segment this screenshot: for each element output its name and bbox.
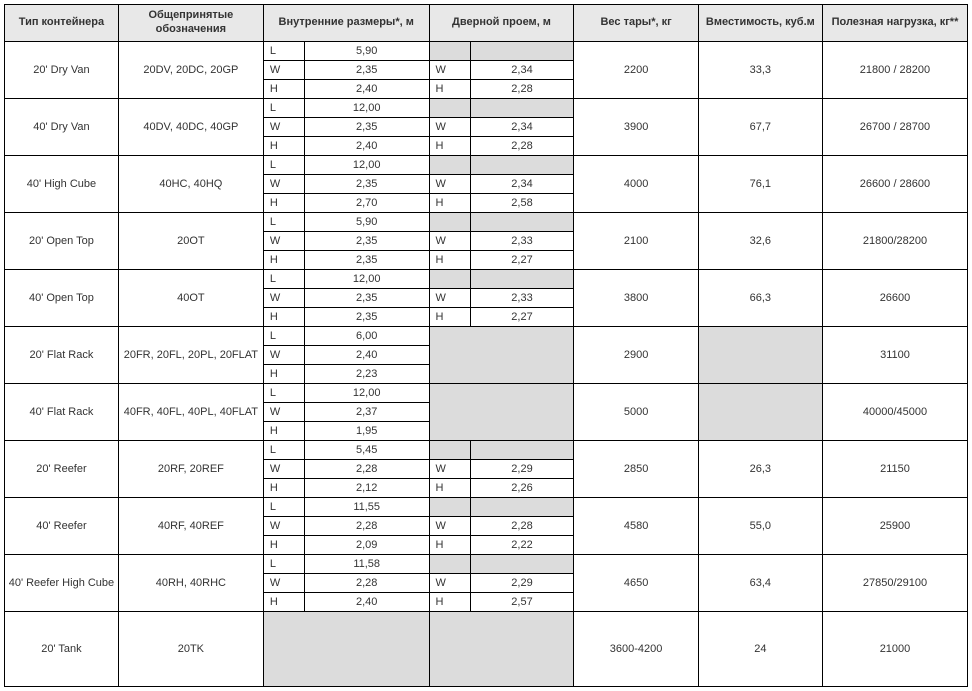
cell-payload: 21800/28200 — [822, 212, 967, 269]
cell-door-opening: W2,28H2,22 — [429, 497, 574, 554]
cell-internal-dims: L12,00W2,35H2,35 — [263, 269, 429, 326]
cell-type: 40' Flat Rack — [5, 383, 119, 440]
cell-type: 40' Reefer High Cube — [5, 554, 119, 611]
cell-door-opening: W2,34H2,58 — [429, 155, 574, 212]
cell-tare: 3600-4200 — [574, 611, 698, 686]
cell-capacity: 66,3 — [698, 269, 822, 326]
cell-designations: 20RF, 20REF — [118, 440, 263, 497]
cell-designations: 20DV, 20DC, 20GP — [118, 41, 263, 98]
cell-capacity: 33,3 — [698, 41, 822, 98]
table-row: 40' Dry Van40DV, 40DC, 40GPL12,00W2,35H2… — [5, 98, 968, 155]
cell-capacity: 63,4 — [698, 554, 822, 611]
cell-type: 40' High Cube — [5, 155, 119, 212]
table-row: 40' Open Top40OTL12,00W2,35H2,35 W2,33H2… — [5, 269, 968, 326]
container-spec-table: Тип контейнера Общепринятые обозначения … — [4, 4, 968, 687]
cell-door-opening: W2,29H2,57 — [429, 554, 574, 611]
cell-internal-dims: L6,00W2,40H2,23 — [263, 326, 429, 383]
col-internal: Внутренние размеры*, м — [263, 5, 429, 42]
table-row: 40' Flat Rack40FR, 40FL, 40PL, 40FLATL12… — [5, 383, 968, 440]
cell-door-opening — [429, 611, 574, 686]
table-header-row: Тип контейнера Общепринятые обозначения … — [5, 5, 968, 42]
col-designations: Общепринятые обозначения — [118, 5, 263, 42]
cell-type: 20' Flat Rack — [5, 326, 119, 383]
cell-tare: 4650 — [574, 554, 698, 611]
cell-internal-dims: L11,58W2,28H2,40 — [263, 554, 429, 611]
cell-type: 40' Open Top — [5, 269, 119, 326]
cell-internal-dims: L12,00W2,35H2,40 — [263, 98, 429, 155]
cell-door-opening: W2,34H2,28 — [429, 41, 574, 98]
cell-capacity — [698, 326, 822, 383]
cell-door-opening: W2,33H2,27 — [429, 269, 574, 326]
cell-tare: 5000 — [574, 383, 698, 440]
cell-tare: 2850 — [574, 440, 698, 497]
cell-internal-dims: L12,00W2,35H2,70 — [263, 155, 429, 212]
cell-designations: 40OT — [118, 269, 263, 326]
cell-door-opening: W2,34H2,28 — [429, 98, 574, 155]
cell-internal-dims: L5,90W2,35H2,35 — [263, 212, 429, 269]
cell-tare: 2900 — [574, 326, 698, 383]
cell-door-opening: W2,33H2,27 — [429, 212, 574, 269]
cell-payload: 26600 / 28600 — [822, 155, 967, 212]
cell-capacity — [698, 383, 822, 440]
cell-tare: 2200 — [574, 41, 698, 98]
cell-type: 40' Reefer — [5, 497, 119, 554]
cell-designations: 40FR, 40FL, 40PL, 40FLAT — [118, 383, 263, 440]
cell-internal-dims: L5,45W2,28H2,12 — [263, 440, 429, 497]
cell-door-opening — [429, 383, 574, 440]
cell-internal-dims: L12,00W2,37H1,95 — [263, 383, 429, 440]
cell-type: 20' Tank — [5, 611, 119, 686]
cell-payload: 27850/29100 — [822, 554, 967, 611]
cell-tare: 2100 — [574, 212, 698, 269]
cell-tare: 3900 — [574, 98, 698, 155]
col-payload: Полезная нагрузка, кг** — [822, 5, 967, 42]
cell-designations: 20FR, 20FL, 20PL, 20FLAT — [118, 326, 263, 383]
cell-designations: 40RF, 40REF — [118, 497, 263, 554]
cell-door-opening: W2,29H2,26 — [429, 440, 574, 497]
cell-type: 40' Dry Van — [5, 98, 119, 155]
cell-internal-dims — [263, 611, 429, 686]
table-row: 20' Tank20TK 3600-42002421000 — [5, 611, 968, 686]
col-capacity: Вместимость, куб.м — [698, 5, 822, 42]
table-row: 20' Reefer20RF, 20REFL5,45W2,28H2,12 W2,… — [5, 440, 968, 497]
cell-capacity: 76,1 — [698, 155, 822, 212]
cell-designations: 20OT — [118, 212, 263, 269]
table-row: 40' Reefer High Cube40RH, 40RHCL11,58W2,… — [5, 554, 968, 611]
cell-tare: 3800 — [574, 269, 698, 326]
cell-capacity: 32,6 — [698, 212, 822, 269]
col-tare: Вес тары*, кг — [574, 5, 698, 42]
table-row: 20' Open Top20OTL5,90W2,35H2,35 W2,33H2,… — [5, 212, 968, 269]
cell-capacity: 26,3 — [698, 440, 822, 497]
col-type: Тип контейнера — [5, 5, 119, 42]
cell-designations: 20TK — [118, 611, 263, 686]
cell-tare: 4000 — [574, 155, 698, 212]
cell-designations: 40HC, 40HQ — [118, 155, 263, 212]
cell-capacity: 55,0 — [698, 497, 822, 554]
cell-designations: 40DV, 40DC, 40GP — [118, 98, 263, 155]
table-row: 40' Reefer40RF, 40REFL11,55W2,28H2,09 W2… — [5, 497, 968, 554]
cell-payload: 21000 — [822, 611, 967, 686]
cell-door-opening — [429, 326, 574, 383]
cell-designations: 40RH, 40RHC — [118, 554, 263, 611]
cell-payload: 40000/45000 — [822, 383, 967, 440]
cell-type: 20' Dry Van — [5, 41, 119, 98]
cell-payload: 26600 — [822, 269, 967, 326]
cell-type: 20' Open Top — [5, 212, 119, 269]
cell-payload: 21150 — [822, 440, 967, 497]
cell-payload: 21800 / 28200 — [822, 41, 967, 98]
table-row: 20' Flat Rack20FR, 20FL, 20PL, 20FLATL6,… — [5, 326, 968, 383]
cell-payload: 26700 / 28700 — [822, 98, 967, 155]
cell-type: 20' Reefer — [5, 440, 119, 497]
cell-capacity: 24 — [698, 611, 822, 686]
table-row: 20' Dry Van20DV, 20DC, 20GPL5,90W2,35H2,… — [5, 41, 968, 98]
cell-internal-dims: L11,55W2,28H2,09 — [263, 497, 429, 554]
table-row: 40' High Cube40HC, 40HQL12,00W2,35H2,70 … — [5, 155, 968, 212]
cell-capacity: 67,7 — [698, 98, 822, 155]
cell-tare: 4580 — [574, 497, 698, 554]
cell-payload: 31100 — [822, 326, 967, 383]
cell-internal-dims: L5,90W2,35H2,40 — [263, 41, 429, 98]
col-door: Дверной проем, м — [429, 5, 574, 42]
cell-payload: 25900 — [822, 497, 967, 554]
